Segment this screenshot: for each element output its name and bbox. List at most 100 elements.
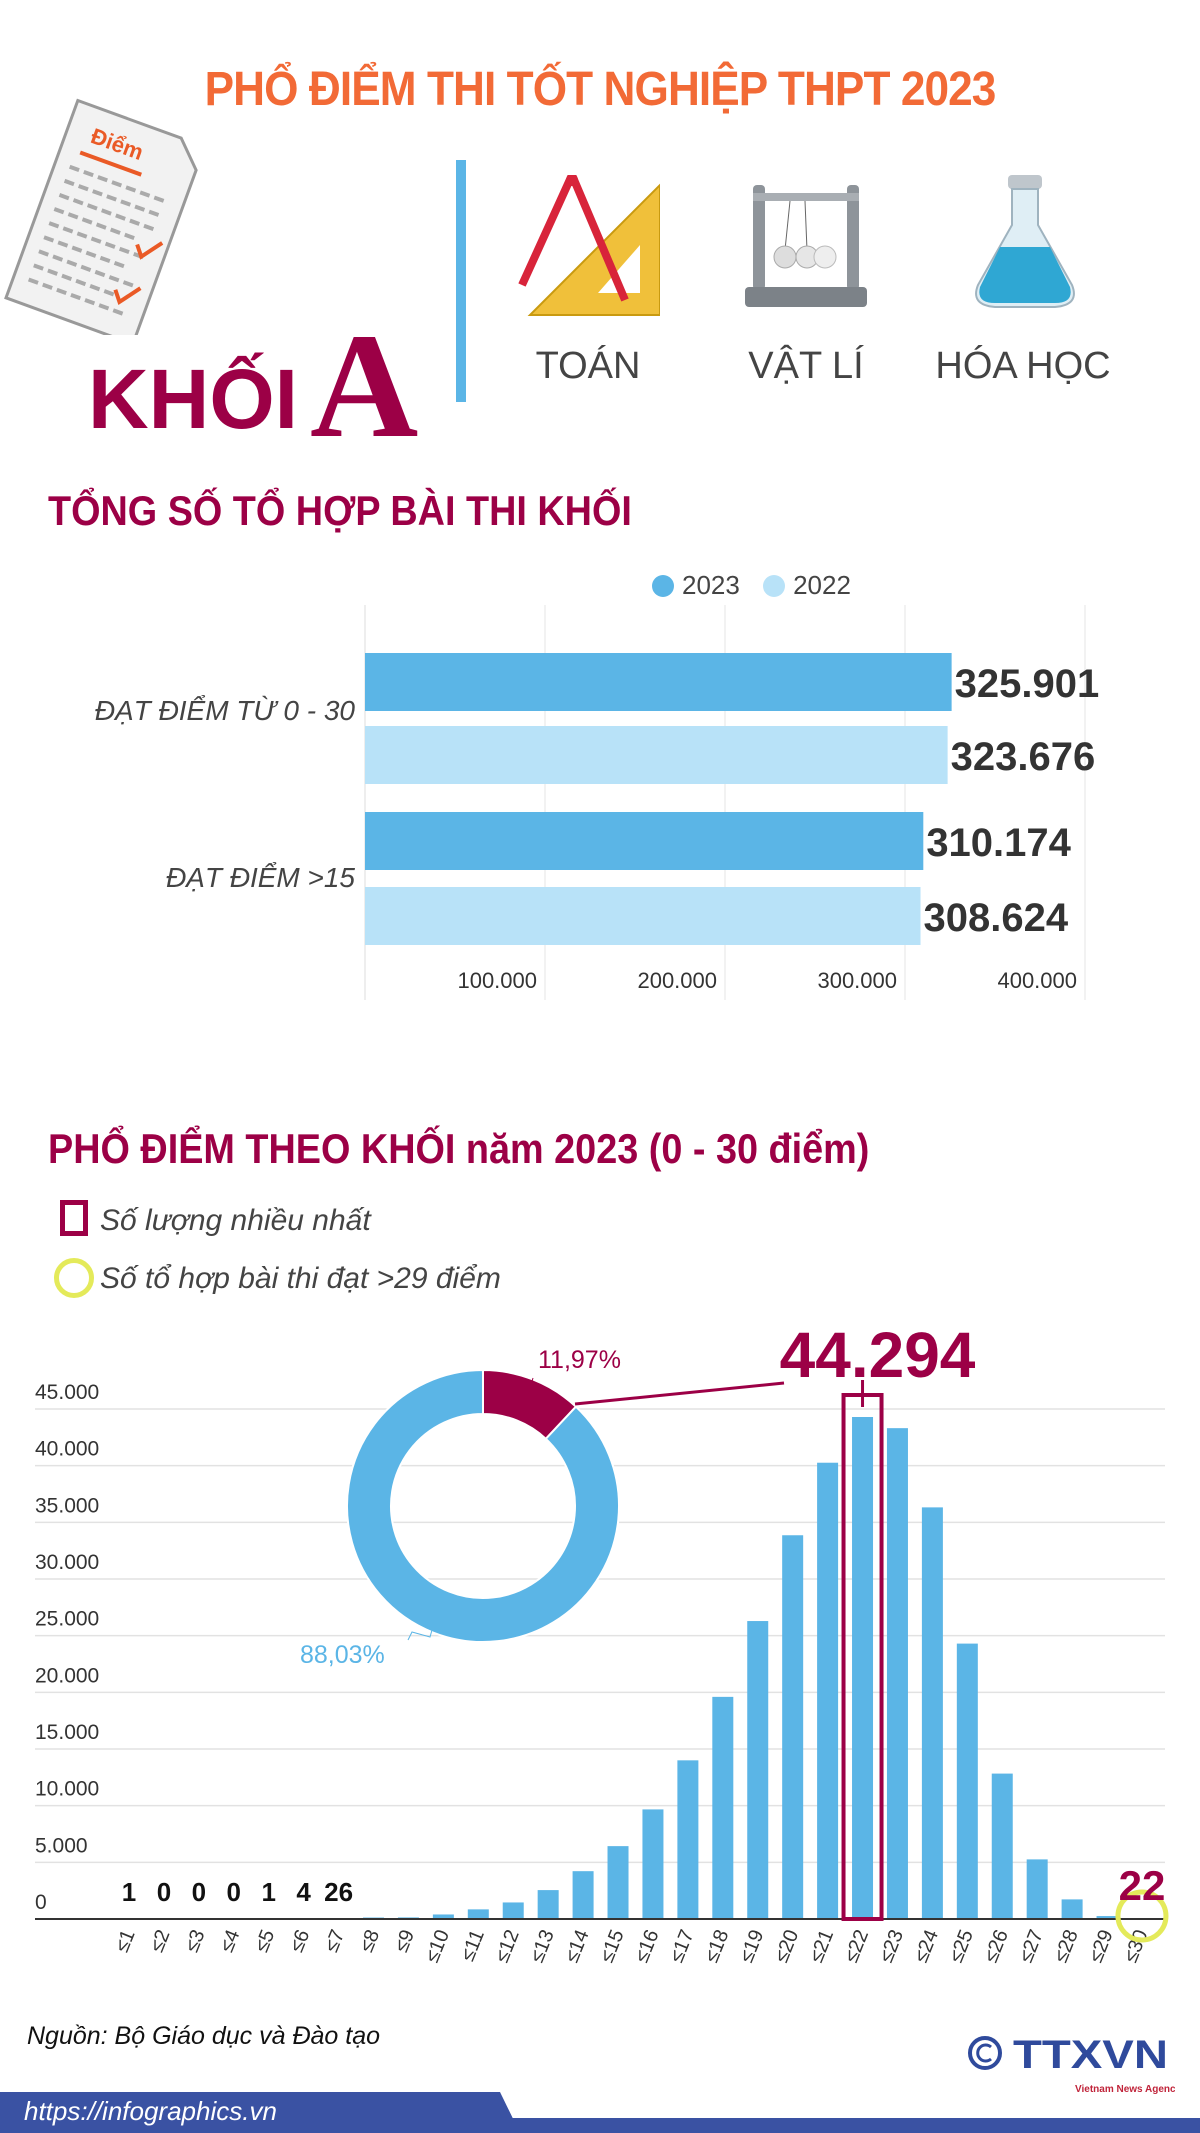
x-tick-label: 100.000 [457,968,537,993]
x-tick-label: ≤14 [561,1927,594,1966]
histogram-bar [537,1890,559,1919]
x-tick-label: ≤2 [146,1927,175,1956]
category-label-over-15: ĐẠT ĐIỂM >15 [165,862,355,893]
ttxvn-logo: TTXVN Vietnam News Agency [968,2033,1175,2095]
x-tick-label: ≤3 [181,1927,210,1956]
x-tick-label: ≤21 [805,1927,838,1966]
histogram-bar [991,1773,1013,1919]
histogram-bar [432,1914,454,1919]
legend-over-29-label: Số tổ hợp bài thi đạt >29 điểm [100,1262,501,1295]
logo-text: TTXVN [1013,2033,1168,2077]
x-tick-label: ≤26 [980,1927,1013,1966]
x-tick-label: ≤16 [631,1927,664,1966]
x-tick-label: ≤4 [216,1927,245,1956]
bar-value-label: 1 [261,1877,275,1907]
bar-value-label: 26 [324,1877,353,1907]
bar-value-label: 325.901 [955,662,1100,706]
donut-label-blue: 88,03% [300,1641,385,1669]
x-tick-label: ≤20 [770,1927,803,1966]
x-tick-label: ≤27 [1015,1927,1048,1966]
histogram-bar [747,1621,769,1919]
bar-2022 [365,726,948,784]
logo-subtext: Vietnam News Agency [1075,2084,1175,2095]
bar-value-label: 323.676 [951,735,1096,779]
subject-math: TOÁN [535,345,641,387]
source-note: Nguồn: Bộ Giáo dục và Đào tạo [27,2022,381,2050]
x-tick-label: ≤10 [421,1927,454,1966]
histogram-bar [712,1696,734,1919]
y-tick-label: 15.000 [35,1721,99,1744]
footer-url-link[interactable]: https://infographics.vn [24,2096,277,2126]
block-label: KHỐIA [88,300,418,472]
y-tick-label: 35.000 [35,1494,99,1517]
histogram-bar [677,1760,699,1919]
histogram-bar [1026,1859,1048,1919]
y-tick-label: 40.000 [35,1438,99,1461]
x-tick-label: 200.000 [637,968,717,993]
histogram-bar [886,1428,908,1919]
score-sheet-icon: Điểm [4,98,198,335]
y-tick-label: 10.000 [35,1778,99,1801]
y-tick-label: 20.000 [35,1664,99,1687]
copyright-icon [968,2036,1002,2070]
legend-2023-label: 2023 [682,570,740,600]
legend-most: Số lượng nhiều nhất [60,1200,371,1238]
x-tick-label: ≤12 [491,1927,524,1966]
x-tick-label: ≤9 [390,1927,419,1956]
y-tick-label: 0 [35,1891,47,1914]
x-tick-label: 300.000 [817,968,897,993]
x-tick-label: ≤15 [596,1927,629,1966]
compass-ruler-icon [518,175,660,316]
x-tick-label: 400.000 [997,968,1077,993]
x-tick-label: ≤1 [111,1927,140,1956]
y-tick-label: 5.000 [35,1834,88,1857]
histogram-bar [607,1846,629,1919]
top-score-label: 22 [1119,1862,1166,1909]
y-tick-label: 25.000 [35,1608,99,1631]
subject-physics: VẬT LÍ [748,345,864,387]
bar-value-label: 0 [227,1877,241,1907]
bar-2022 [365,887,921,945]
x-tick-label: ≤13 [526,1927,559,1966]
x-tick-label: ≤18 [701,1927,734,1966]
main-title: PHỔ ĐIỂM THI TỐT NGHIỆP THPT 2023 [204,63,997,116]
subject-chemistry: HÓA HỌC [935,345,1111,387]
distribution-chart: 0 5.000 10.000 15.000 20.000 25.000 30.000 35.0… [35,1319,1169,1966]
flask-icon [975,175,1075,308]
x-tick-label: ≤17 [666,1927,699,1966]
histogram-bar [1096,1916,1118,1919]
bar-value-label: 4 [296,1877,311,1907]
legend-2022-marker [763,575,786,597]
x-tick-label: ≤19 [736,1927,769,1966]
top-score-circle [1115,1889,1169,1943]
histogram-bar [642,1809,664,1919]
category-label-0-30: ĐẠT ĐIỂM TỪ 0 - 30 [94,695,355,726]
bar-value-label: 310.174 [926,821,1071,865]
histogram-bar [921,1507,943,1919]
legend-2023-marker [652,575,674,597]
legend-over-29: Số tổ hợp bài thi đạt >29 điểm [54,1258,501,1298]
bar-2023 [365,653,952,711]
bar-value-label: 1 [122,1877,136,1907]
y-tick-label: 30.000 [35,1551,99,1574]
histogram-bar [852,1417,874,1919]
divider [456,160,466,402]
histogram-bar [1061,1899,1083,1919]
x-tick-label: ≤25 [945,1927,978,1966]
newton-cradle-icon [745,185,867,307]
histogram-bar [956,1643,978,1919]
histogram-bar [502,1902,524,1919]
donut-label-red: 11,97% [538,1346,621,1374]
legend-circle-marker [54,1258,94,1298]
leader-line [527,1377,534,1396]
y-tick-label: 45.000 [35,1381,99,1404]
histogram-bar [817,1462,839,1919]
x-tick-label: ≤8 [355,1927,384,1956]
bar-value-label: 308.624 [924,896,1069,940]
histogram-bar [572,1871,594,1919]
x-tick-label: ≤6 [286,1927,315,1956]
legend-square-marker [60,1200,88,1236]
totals-bar-chart: 100.000 200.000 300.000 400.000 325.901 323.6… [364,605,1100,1000]
block-prefix: KHỐI [88,352,298,446]
x-tick-label: ≤23 [875,1927,908,1966]
